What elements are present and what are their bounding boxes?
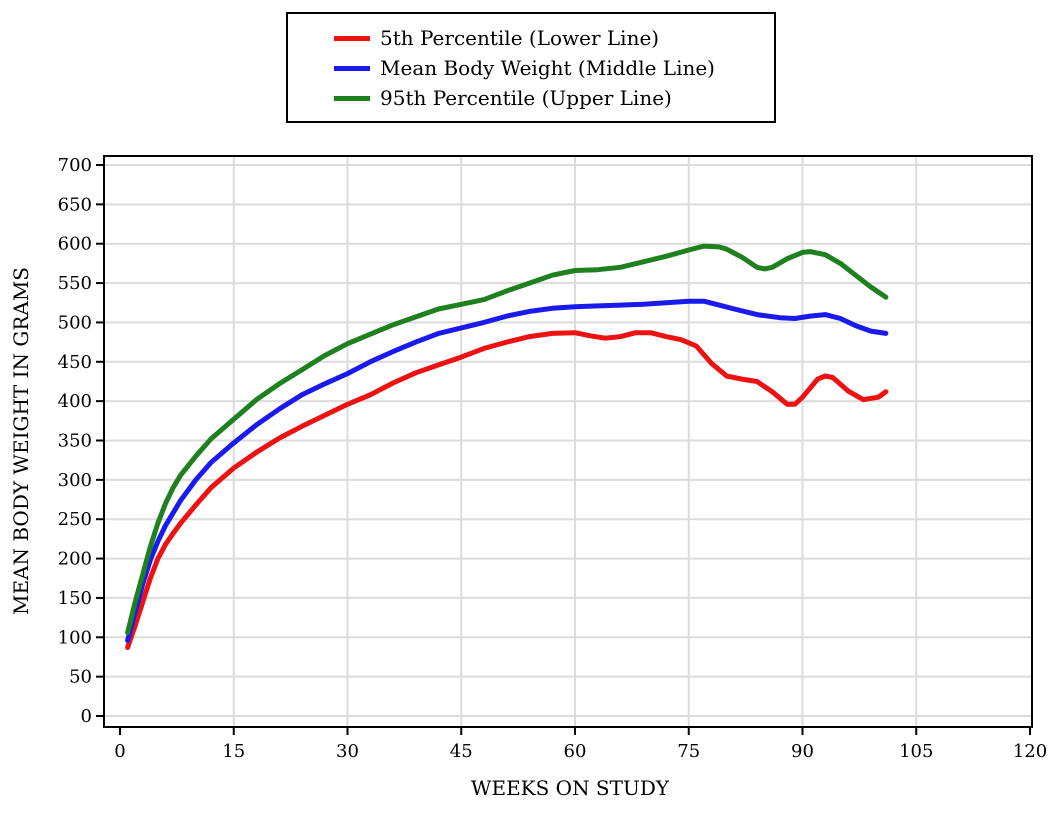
y-tick-label: 350	[58, 431, 92, 452]
legend: 5th Percentile (Lower Line) Mean Body We…	[286, 12, 776, 123]
axis-ticks: 0 15 30 45 60 75 90 105 120 0 50 100 150 200 250 300 350…	[58, 155, 1048, 762]
x-tick-label: 0	[114, 741, 125, 762]
x-axis-title: WEEKS ON STUDY	[471, 776, 670, 800]
legend-swatch-red	[334, 35, 370, 41]
legend-label: 5th Percentile (Lower Line)	[380, 26, 660, 50]
legend-item-95th-percentile: 95th Percentile (Upper Line)	[334, 84, 672, 112]
series-line-mean	[125, 298, 889, 643]
series-line-5th-percentile	[125, 330, 889, 650]
y-tick-label: 250	[58, 509, 92, 530]
y-axis-title: MEAN BODY WEIGHT IN GRAMS	[9, 267, 33, 615]
x-tick-label: 15	[222, 741, 245, 762]
legend-label: Mean Body Weight (Middle Line)	[380, 56, 715, 80]
y-tick-label: 300	[58, 470, 92, 491]
legend-label: 95th Percentile (Upper Line)	[380, 86, 672, 110]
y-tick-label: 50	[69, 667, 92, 688]
y-tick-label: 450	[58, 352, 92, 373]
y-tick-label: 500	[58, 312, 92, 333]
y-tick-label: 650	[58, 194, 92, 215]
x-tick-label: 105	[899, 741, 933, 762]
x-tick-label: 30	[336, 741, 359, 762]
x-tick-label: 120	[1013, 741, 1047, 762]
y-tick-label: 0	[81, 706, 92, 727]
y-tick-label: 150	[58, 588, 92, 609]
x-tick-label: 90	[791, 741, 814, 762]
series-line-95th-percentile	[125, 243, 889, 636]
y-tick-label: 600	[58, 234, 92, 255]
legend-swatch-green	[334, 95, 370, 101]
legend-item-mean-body-weight: Mean Body Weight (Middle Line)	[334, 54, 715, 82]
grid-lines	[104, 156, 1032, 727]
x-tick-label: 75	[677, 741, 700, 762]
y-tick-label: 400	[58, 391, 92, 412]
y-tick-label: 550	[58, 273, 92, 294]
y-tick-label: 200	[58, 549, 92, 570]
x-tick-label: 45	[450, 741, 473, 762]
legend-swatch-blue	[334, 65, 370, 71]
legend-item-5th-percentile: 5th Percentile (Lower Line)	[334, 24, 659, 52]
y-tick-label: 700	[58, 155, 92, 176]
series-lines	[125, 243, 889, 650]
y-tick-label: 100	[58, 627, 92, 648]
x-tick-label: 60	[564, 741, 587, 762]
